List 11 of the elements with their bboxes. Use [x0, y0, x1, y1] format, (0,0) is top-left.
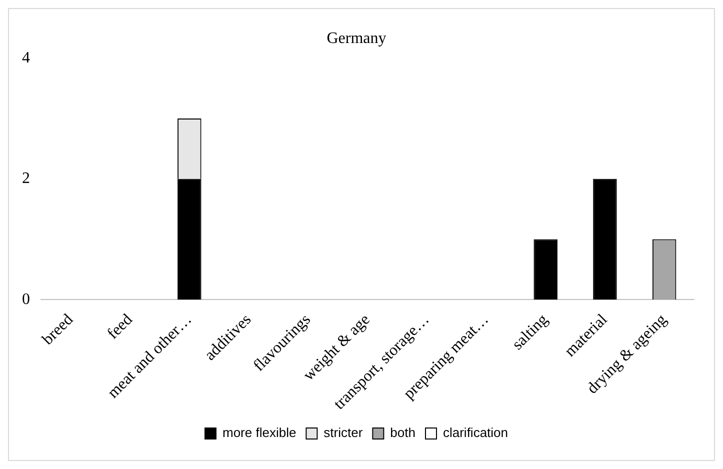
- chart-title: Germany: [326, 30, 386, 47]
- y-tick-label: 2: [22, 170, 30, 188]
- legend-label: clarification: [442, 425, 508, 440]
- bar: [534, 239, 558, 300]
- legend-label: both: [390, 425, 416, 440]
- bar: [593, 178, 617, 300]
- legend-label: stricter: [324, 425, 364, 440]
- y-tick-label: 0: [22, 290, 30, 308]
- x-tick-label: feed: [104, 311, 136, 343]
- y-tick-label: 4: [22, 49, 30, 66]
- legend-label: more flexible: [222, 425, 296, 440]
